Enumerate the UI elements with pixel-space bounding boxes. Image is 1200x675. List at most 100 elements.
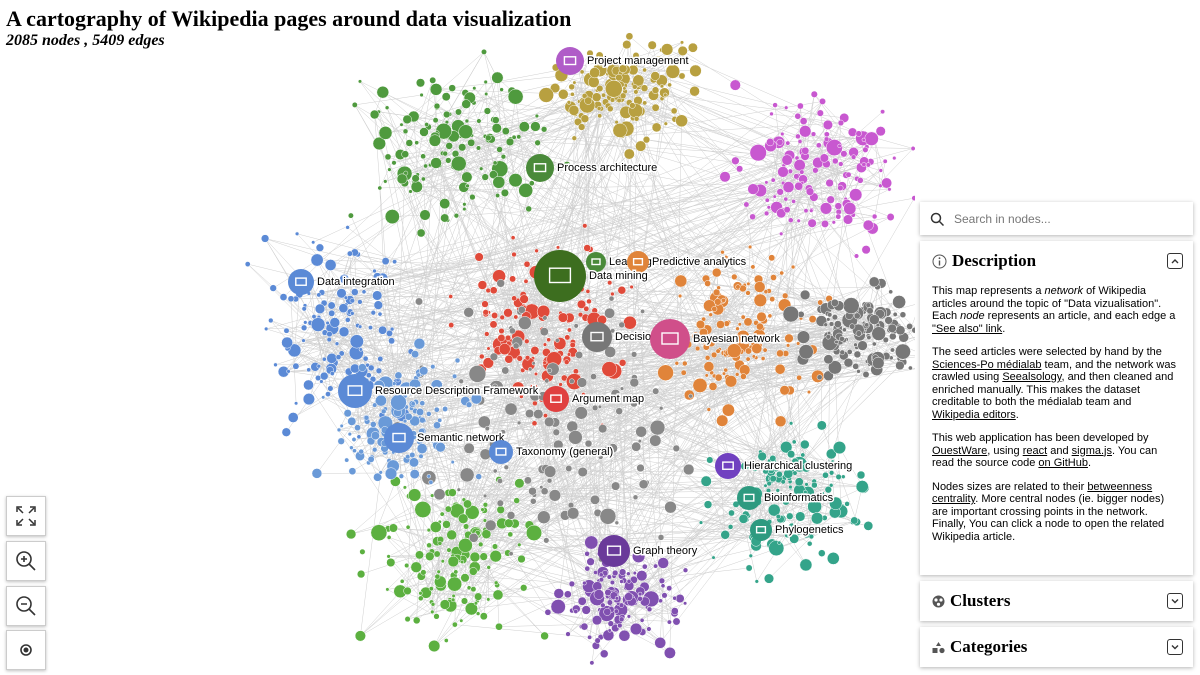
- node: [788, 421, 794, 426]
- text: .: [1087, 457, 1091, 469]
- icon: [1171, 259, 1179, 264]
- node: [416, 228, 426, 238]
- node: [834, 339, 839, 345]
- reset-view-button[interactable]: [6, 630, 46, 670]
- edge: [378, 216, 839, 372]
- edge: [621, 84, 661, 601]
- node: [492, 116, 500, 124]
- labelled-node[interactable]: Predictive analytics: [627, 251, 748, 273]
- node: [356, 569, 366, 579]
- node: [785, 140, 791, 146]
- node: [514, 390, 521, 397]
- node: [617, 622, 623, 629]
- labelled-node[interactable]: Taxonomy (general): [489, 440, 615, 464]
- node: [772, 102, 778, 108]
- link[interactable]: on GitHub: [1038, 457, 1088, 469]
- labelled-node[interactable]: Bioinformatics: [737, 486, 835, 510]
- edge: [378, 111, 405, 174]
- node: [335, 354, 342, 360]
- node: [846, 349, 853, 355]
- node: [729, 79, 741, 91]
- link[interactable]: betweenness centrality: [932, 480, 1153, 506]
- link[interactable]: react: [1022, 444, 1048, 457]
- link[interactable]: "See also" link: [932, 322, 1003, 335]
- edge: [641, 475, 826, 621]
- node: [625, 32, 634, 41]
- zoom-in-button[interactable]: [6, 541, 46, 581]
- labelled-node[interactable]: Argument map: [543, 386, 646, 412]
- labelled-node[interactable]: Bayesian network: [650, 319, 782, 359]
- node: [418, 453, 424, 459]
- node: [835, 213, 842, 220]
- node: [856, 470, 866, 480]
- collapse-toggle[interactable]: [1167, 253, 1183, 269]
- link[interactable]: Sciences-Po médialab: [932, 358, 1042, 371]
- node: [530, 121, 541, 132]
- labelled-node[interactable]: Semantic network: [384, 423, 506, 453]
- edge: [674, 515, 749, 614]
- node: [584, 535, 599, 550]
- node: [784, 105, 789, 110]
- node: [519, 394, 524, 399]
- node: [456, 487, 461, 492]
- node: [806, 540, 813, 547]
- expand-toggle[interactable]: [1167, 593, 1183, 609]
- node: [774, 415, 787, 428]
- node: [426, 411, 432, 417]
- labelled-node[interactable]: Hierarchical clustering: [715, 453, 854, 479]
- node: [530, 498, 537, 505]
- node: [428, 134, 442, 147]
- text: .: [1015, 408, 1019, 421]
- edge: [409, 80, 433, 144]
- node: [632, 494, 639, 501]
- node: [635, 140, 647, 152]
- labelled-node[interactable]: Data integration: [288, 269, 396, 295]
- expand-toggle[interactable]: [1167, 639, 1183, 655]
- node: [745, 356, 751, 362]
- edge: [395, 481, 441, 582]
- link[interactable]: sigma.js: [1071, 444, 1112, 457]
- node: [769, 296, 776, 303]
- panel-title: Categories: [950, 637, 1028, 656]
- node: [830, 298, 839, 307]
- node: [446, 529, 457, 541]
- labelled-node[interactable]: Data mining: [534, 250, 649, 302]
- node: [525, 409, 535, 419]
- node: [517, 305, 526, 314]
- link[interactable]: OuestWare: [932, 444, 988, 457]
- labelled-node[interactable]: Graph theory: [598, 535, 699, 567]
- node: [398, 473, 405, 479]
- node: [855, 480, 869, 494]
- node: [458, 378, 464, 384]
- node: [622, 40, 632, 50]
- edge: [498, 585, 590, 627]
- categories-panel[interactable]: Categories: [920, 627, 1193, 667]
- node: [377, 355, 384, 362]
- labelled-node[interactable]: Phylogenetics: [750, 519, 845, 541]
- panel-header[interactable]: Description: [932, 251, 1183, 271]
- node: [464, 602, 478, 616]
- link[interactable]: Seealsology: [1002, 371, 1062, 383]
- node: [534, 248, 539, 254]
- node: [375, 394, 387, 407]
- labelled-node[interactable]: Project management: [556, 47, 690, 75]
- edge: [434, 313, 881, 647]
- node: [776, 349, 784, 358]
- zoom-out-button[interactable]: [6, 586, 46, 626]
- node: [614, 520, 620, 526]
- node: [500, 188, 509, 197]
- node: [404, 412, 413, 421]
- labelled-node[interactable]: Resource Description Framework: [338, 374, 540, 408]
- node: [542, 360, 547, 365]
- fullscreen-button[interactable]: [6, 496, 46, 536]
- node: [651, 122, 662, 133]
- node: [706, 456, 714, 464]
- link[interactable]: Wikipedia editors: [932, 408, 1016, 421]
- node: [597, 58, 605, 67]
- node: [824, 486, 832, 494]
- clusters-panel[interactable]: Clusters: [920, 581, 1193, 621]
- node: [335, 282, 340, 287]
- labelled-node[interactable]: Process architecture: [526, 154, 659, 182]
- search-box[interactable]: Search in nodes...: [920, 202, 1193, 235]
- node: [861, 137, 866, 142]
